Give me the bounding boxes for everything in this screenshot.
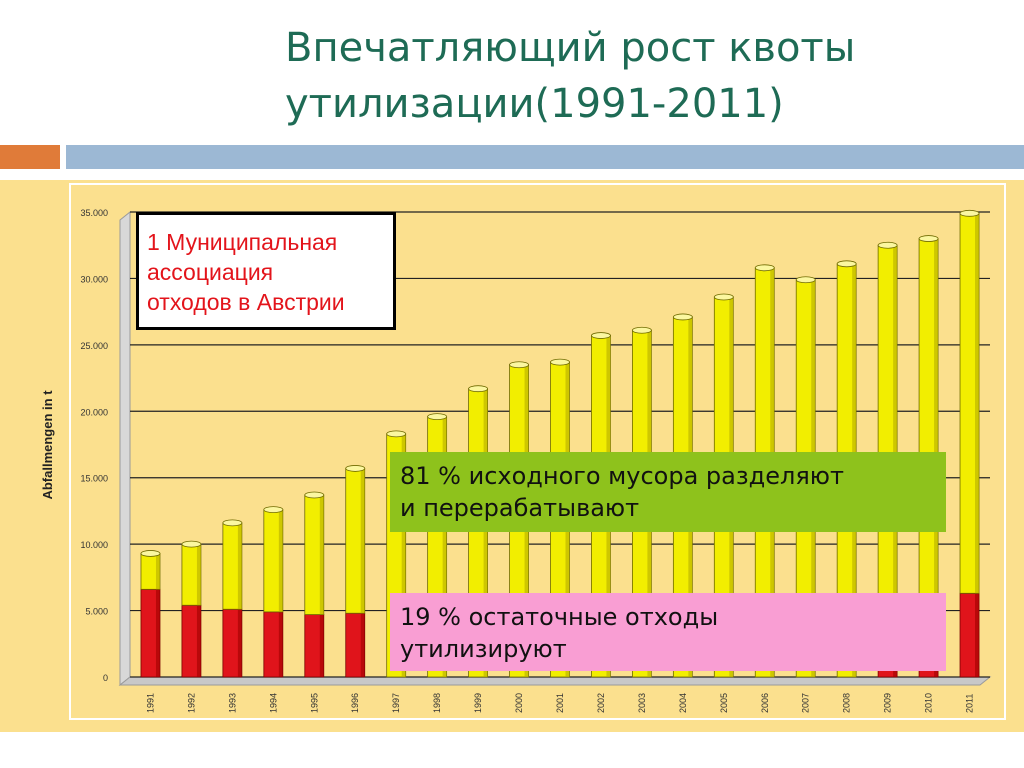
bar-cap [795, 276, 816, 284]
bar-residual-shade [319, 614, 324, 677]
bar-cap [386, 430, 407, 438]
bar-cap [754, 264, 775, 272]
chart-floor [118, 676, 992, 686]
bar-recycled-shade [360, 468, 365, 614]
x-tick-label: 2006 [760, 693, 770, 713]
slide-title: Впечатляющий рост квоты утилизации(1991-… [285, 20, 1005, 132]
x-tick-label: 1995 [309, 693, 319, 713]
chart-frame [69, 183, 1006, 720]
accent-bar-orange [0, 145, 60, 169]
x-tick-label: 2003 [637, 693, 647, 713]
bar-cap [836, 260, 857, 268]
x-tick-label: 2001 [555, 693, 565, 713]
y-tick-label: 35.000 [80, 208, 108, 218]
bar-residual-shade [196, 605, 201, 677]
residual-box: 19 % остаточные отходы утилизируют [390, 593, 946, 671]
bar-cap [509, 361, 529, 369]
bar-recycled-shade [196, 544, 201, 606]
bar-cap [959, 209, 980, 217]
separated-line-1: 81 % исходного мусора разделяют [400, 462, 844, 490]
association-line-2: ассоциация [147, 259, 274, 285]
separated-box: 81 % исходного мусора разделяют и перера… [390, 452, 946, 532]
bar-cap [632, 326, 652, 334]
bar-cap [591, 332, 611, 339]
x-tick-label: 1996 [350, 693, 360, 713]
x-tick-label: 1999 [473, 693, 483, 713]
x-tick-label: 2000 [514, 693, 524, 713]
bar-recycled-shade [401, 433, 406, 677]
residual-line-1: 19 % остаточные отходы [400, 603, 719, 631]
bar-cap [345, 465, 366, 472]
bar-residual-shade [975, 593, 980, 677]
x-tick-label: 2010 [924, 693, 934, 713]
bar-cap [672, 313, 693, 321]
bar-cap [918, 235, 939, 242]
x-tick-label: 1997 [391, 693, 401, 713]
x-tick-label: 1993 [227, 693, 237, 713]
x-tick-label: 2004 [678, 693, 688, 713]
bar-recycled-shade [975, 213, 980, 594]
bar-cap [877, 241, 898, 249]
bar-residual-shade [278, 611, 283, 677]
x-tick-label: 1992 [186, 693, 196, 713]
y-tick-label: 15.000 [80, 474, 108, 484]
bar-cap [304, 491, 325, 499]
bar-residual-shade [360, 613, 365, 677]
bar-recycled-shade [278, 509, 283, 612]
y-axis-label: Abfallmengen in t [40, 390, 55, 500]
accent-bar-blue [66, 145, 1024, 169]
bar-recycled-shade [155, 553, 160, 590]
y-tick-label: 20.000 [80, 407, 108, 417]
separated-line-2: и перерабатывают [400, 494, 640, 522]
bar-cap [140, 550, 161, 557]
x-tick-label: 2002 [596, 693, 606, 713]
title-line-2: утилизации(1991-2011) [285, 81, 784, 127]
bar-recycled-shade [442, 416, 447, 677]
x-tick-label: 2007 [801, 693, 811, 713]
bar-cap [713, 293, 734, 301]
x-tick-label: 1991 [145, 693, 155, 713]
y-tick-label: 25.000 [80, 341, 108, 351]
association-box: 1 Муниципальная ассоциация отходов в Авс… [136, 212, 396, 330]
y-tick-label: 10.000 [80, 540, 108, 550]
bar-recycled-shade [237, 522, 242, 610]
bar-residual-shade [237, 609, 242, 677]
bar-recycled-shade [934, 238, 939, 596]
bar-cap [263, 506, 284, 514]
x-tick-label: 2008 [842, 693, 852, 713]
y-tick-label: 30.000 [80, 274, 108, 284]
bar-recycled-shade [319, 494, 324, 615]
bar-cap [427, 413, 448, 421]
title-line-1: Впечатляющий рост квоты [285, 25, 856, 71]
bar-cap [468, 385, 488, 393]
y-tick-label: 5.000 [85, 607, 108, 617]
x-tick-label: 2011 [965, 694, 975, 713]
x-tick-label: 1998 [432, 693, 442, 713]
bar-residual-shade [155, 589, 160, 677]
association-line-3: отходов в Австрии [147, 289, 345, 315]
bar-recycled-shade [483, 388, 488, 677]
association-line-1: 1 Муниципальная [147, 229, 338, 255]
chart-side-wall [119, 210, 131, 687]
x-tick-label: 2005 [719, 693, 729, 713]
x-tick-label: 2009 [883, 693, 893, 713]
bar-cap [181, 540, 202, 548]
residual-line-2: утилизируют [400, 635, 567, 663]
y-tick-label: 0 [103, 673, 108, 683]
bar-cap [550, 358, 570, 366]
bar-cap [222, 519, 243, 527]
x-tick-label: 1994 [268, 693, 278, 713]
bar-recycled-shade [893, 245, 898, 598]
